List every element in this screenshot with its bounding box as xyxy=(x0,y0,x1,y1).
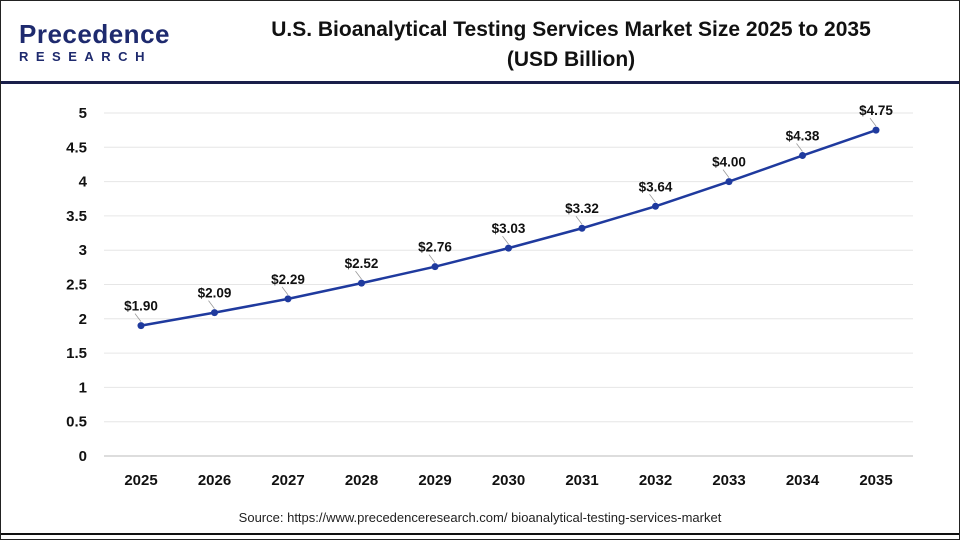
y-tick-label: 3 xyxy=(79,242,87,259)
data-point xyxy=(505,244,512,252)
data-label: $3.03 xyxy=(492,221,526,236)
y-tick-label: 5 xyxy=(79,105,87,122)
y-tick-label: 1.5 xyxy=(66,345,87,362)
data-label: $4.38 xyxy=(786,129,820,144)
data-point xyxy=(358,279,365,287)
data-label-leader xyxy=(428,254,436,263)
data-label: $3.64 xyxy=(639,179,673,194)
source-text: Source: https://www.precedenceresearch.c… xyxy=(238,510,722,525)
precedence-research-logo: Precedence RESEARCH xyxy=(19,21,170,64)
x-tick-label: 2033 xyxy=(712,472,745,489)
y-tick-label: 3.5 xyxy=(66,208,87,225)
x-tick-label: 2032 xyxy=(639,472,672,489)
logo-line2: RESEARCH xyxy=(19,49,152,64)
y-tick-label: 0 xyxy=(79,448,87,465)
chart-title: U.S. Bioanalytical Testing Services Mark… xyxy=(201,15,941,75)
data-label-leader xyxy=(869,117,877,127)
data-label: $2.29 xyxy=(271,272,305,287)
data-point xyxy=(578,224,586,232)
x-tick-label: 2027 xyxy=(271,472,304,489)
data-point xyxy=(284,295,292,303)
data-point xyxy=(431,263,439,271)
data-point xyxy=(725,178,733,186)
data-label-leader xyxy=(796,143,803,152)
x-tick-label: 2025 xyxy=(124,472,157,489)
data-point xyxy=(211,309,218,317)
x-tick-label: 2031 xyxy=(565,472,598,489)
data-label: $3.32 xyxy=(565,201,599,216)
data-label: $2.09 xyxy=(198,286,232,301)
x-tick-label: 2028 xyxy=(345,472,378,489)
x-tick-label: 2029 xyxy=(418,472,451,489)
data-label-leader xyxy=(502,235,509,245)
data-label-leader xyxy=(722,169,730,178)
x-tick-label: 2034 xyxy=(786,472,820,489)
data-point xyxy=(652,202,659,210)
footer-divider xyxy=(1,533,959,535)
x-tick-label: 2030 xyxy=(492,472,525,489)
data-label-leader xyxy=(355,270,362,280)
data-label: $1.90 xyxy=(124,299,158,314)
data-label: $4.75 xyxy=(859,103,893,118)
data-point xyxy=(137,322,145,330)
data-label-leader xyxy=(208,300,215,309)
data-point xyxy=(799,152,806,160)
data-label-leader xyxy=(134,313,142,322)
header-divider xyxy=(1,81,959,84)
data-label-leader xyxy=(575,216,583,225)
data-point xyxy=(872,126,880,134)
y-tick-label: 2 xyxy=(79,311,87,328)
y-tick-label: 4 xyxy=(79,174,88,191)
y-tick-label: 0.5 xyxy=(66,414,87,431)
x-tick-label: 2035 xyxy=(859,472,892,489)
y-tick-label: 4.5 xyxy=(66,139,87,156)
data-label: $4.00 xyxy=(712,155,746,170)
chart-title-main: U.S. Bioanalytical Testing Services Mark… xyxy=(271,18,871,41)
logo-line1: Precedence xyxy=(19,19,170,49)
y-tick-label: 1 xyxy=(79,379,87,396)
y-tick-label: 2.5 xyxy=(66,277,87,294)
x-tick-label: 2026 xyxy=(198,472,231,489)
data-label-leader xyxy=(649,194,656,203)
data-label-leader xyxy=(281,286,289,296)
chart-subtitle: (USD Billion) xyxy=(506,48,636,71)
data-label: $2.52 xyxy=(345,256,379,271)
data-label: $2.76 xyxy=(418,240,452,255)
